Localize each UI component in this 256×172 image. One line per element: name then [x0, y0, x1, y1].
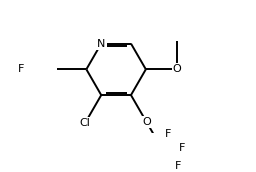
Text: F: F	[175, 161, 182, 171]
Text: O: O	[173, 64, 182, 74]
Text: Cl: Cl	[79, 119, 90, 128]
Text: F: F	[18, 64, 24, 74]
Text: O: O	[142, 117, 151, 127]
Text: N: N	[97, 39, 105, 49]
Text: F: F	[179, 143, 185, 153]
Text: F: F	[164, 129, 171, 139]
